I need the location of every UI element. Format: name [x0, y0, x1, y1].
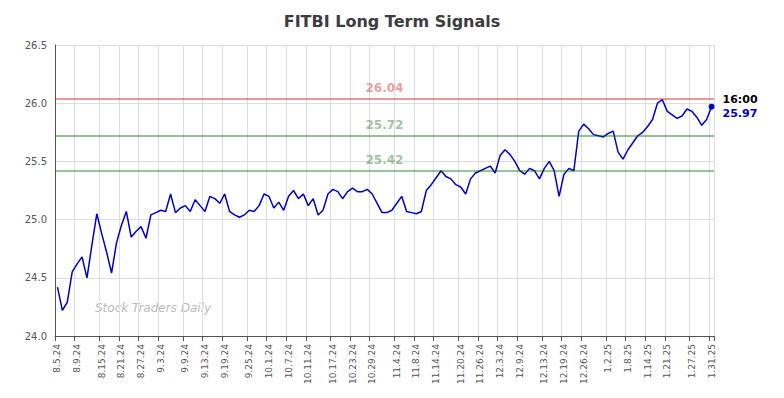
svg-text:9.3.24: 9.3.24 — [156, 344, 166, 373]
svg-text:8.5.24: 8.5.24 — [52, 344, 62, 373]
svg-text:12.3.24: 12.3.24 — [495, 344, 505, 379]
svg-text:8.27.24: 8.27.24 — [136, 344, 146, 379]
svg-text:8.15.24: 8.15.24 — [97, 344, 107, 379]
svg-text:10.29.24: 10.29.24 — [367, 344, 377, 384]
svg-text:11.14.24: 11.14.24 — [431, 344, 441, 384]
svg-text:11.4.24: 11.4.24 — [392, 344, 402, 379]
svg-text:11.26.24: 11.26.24 — [475, 344, 485, 384]
svg-text:1.2.25: 1.2.25 — [603, 344, 613, 373]
svg-text:1.27.25: 1.27.25 — [687, 344, 697, 378]
svg-text:10.17.24: 10.17.24 — [328, 344, 338, 384]
svg-text:10.11.24: 10.11.24 — [303, 344, 313, 384]
svg-text:9.13.24: 9.13.24 — [200, 344, 210, 379]
svg-text:12.19.24: 12.19.24 — [559, 344, 569, 384]
svg-text:26.04: 26.04 — [366, 81, 404, 95]
svg-text:1.21.25: 1.21.25 — [662, 344, 672, 378]
svg-text:8.9.24: 8.9.24 — [72, 344, 82, 373]
svg-text:25.97: 25.97 — [723, 107, 758, 120]
svg-text:8.21.24: 8.21.24 — [116, 344, 126, 379]
svg-text:11.20.24: 11.20.24 — [456, 344, 466, 384]
svg-text:9.25.24: 9.25.24 — [244, 344, 254, 379]
svg-text:25.0: 25.0 — [25, 214, 47, 225]
svg-text:9.9.24: 9.9.24 — [180, 344, 190, 373]
svg-text:25.5: 25.5 — [25, 156, 47, 167]
svg-text:1.8.25: 1.8.25 — [623, 344, 633, 373]
svg-text:Stock Traders Daily: Stock Traders Daily — [95, 301, 212, 315]
svg-text:12.13.24: 12.13.24 — [539, 344, 549, 384]
svg-text:26.5: 26.5 — [25, 40, 47, 51]
svg-text:24.5: 24.5 — [25, 272, 47, 283]
svg-text:10.23.24: 10.23.24 — [348, 344, 358, 384]
svg-text:26.0: 26.0 — [25, 98, 47, 109]
svg-text:24.0: 24.0 — [25, 331, 47, 342]
svg-text:16:00: 16:00 — [723, 93, 758, 106]
svg-text:1.31.25: 1.31.25 — [707, 344, 717, 378]
svg-text:11.8.24: 11.8.24 — [411, 344, 421, 379]
svg-text:FITBI Long Term Signals: FITBI Long Term Signals — [284, 12, 501, 31]
svg-text:12.26.24: 12.26.24 — [579, 344, 589, 384]
svg-text:10.7.24: 10.7.24 — [284, 344, 294, 379]
svg-text:25.72: 25.72 — [366, 118, 404, 132]
svg-text:12.9.24: 12.9.24 — [515, 344, 525, 379]
svg-text:1.14.25: 1.14.25 — [643, 344, 653, 378]
svg-text:10.1.24: 10.1.24 — [264, 344, 274, 379]
svg-text:9.19.24: 9.19.24 — [220, 344, 230, 379]
svg-text:25.42: 25.42 — [366, 153, 404, 167]
